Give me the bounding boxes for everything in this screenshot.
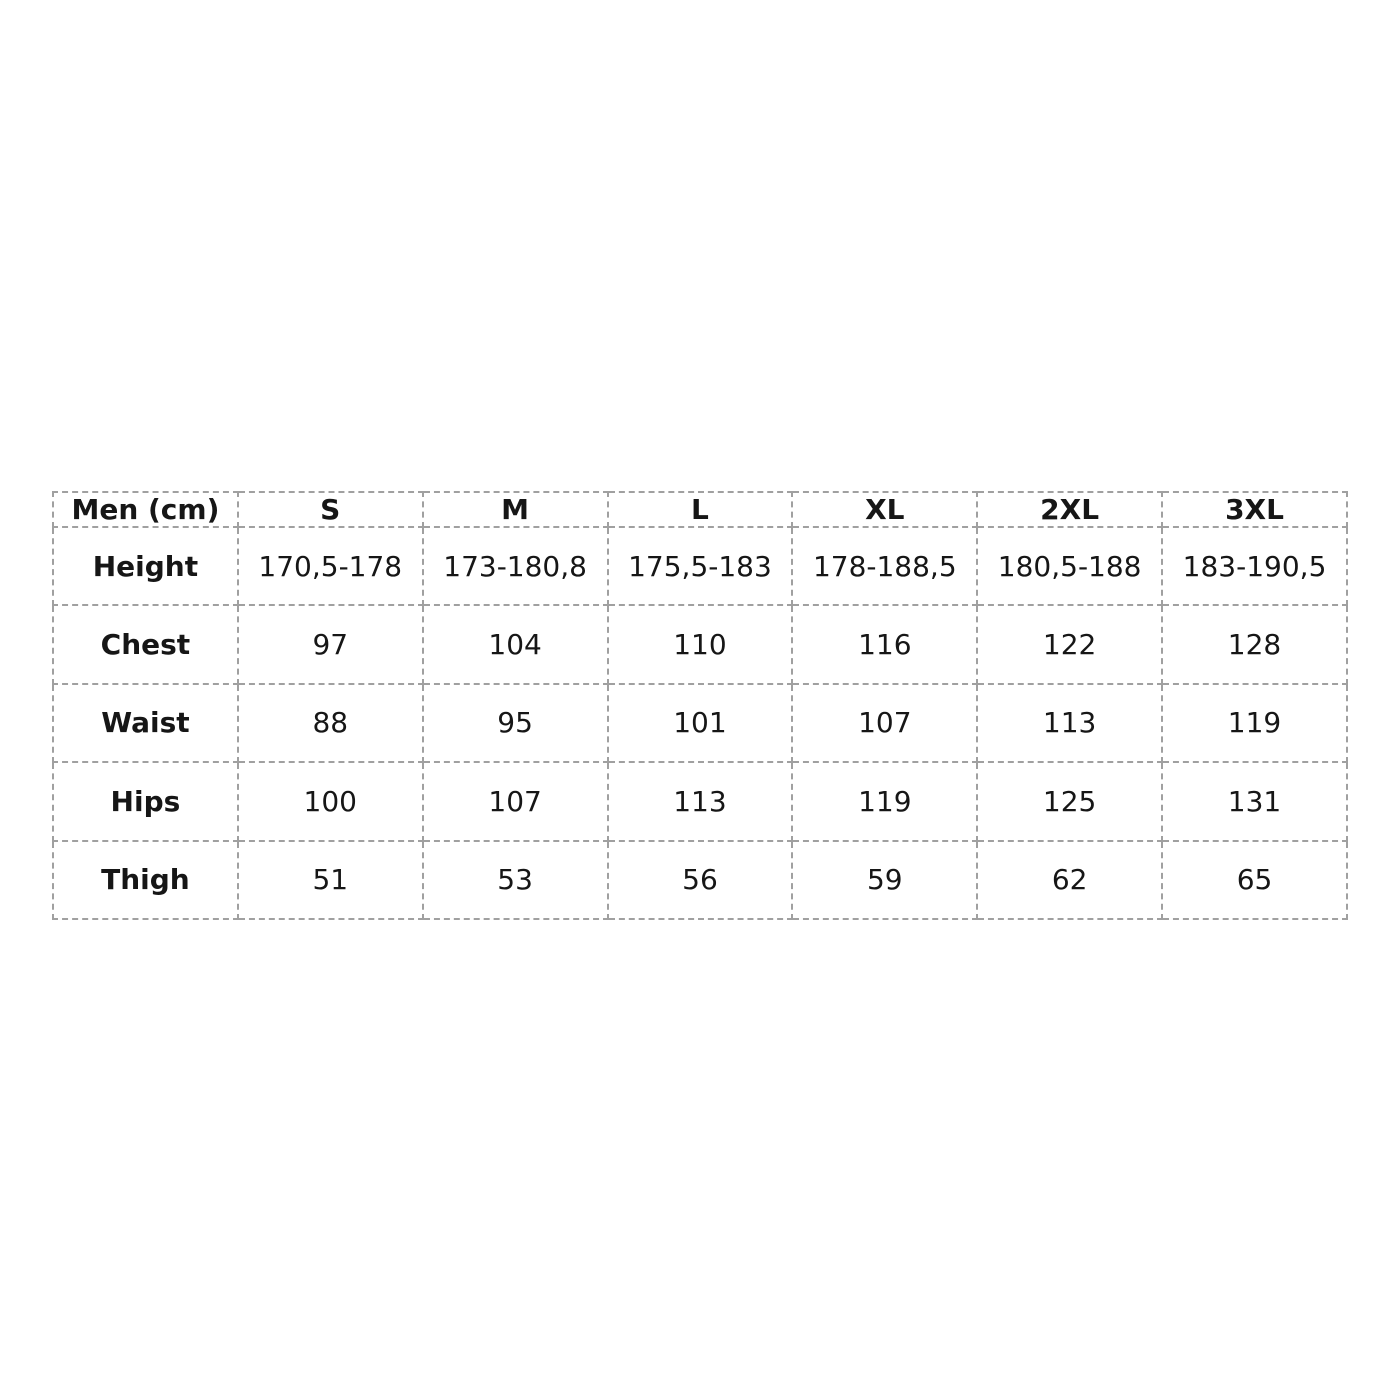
row-label-waist: Waist bbox=[52, 682, 239, 764]
size-cell: 97 bbox=[236, 604, 424, 685]
size-chart-table: Men (cm) S M L XL 2XL 3XL Height 170,5-1… bbox=[52, 491, 1348, 921]
size-cell: 95 bbox=[421, 682, 609, 764]
size-cell: 128 bbox=[1161, 604, 1348, 685]
size-cell: 59 bbox=[791, 839, 979, 921]
size-cell: 180,5-188 bbox=[976, 525, 1164, 607]
table-row-hips: Hips 100 107 113 119 125 131 bbox=[52, 761, 1348, 842]
size-cell: 88 bbox=[236, 682, 424, 764]
size-cell: 104 bbox=[421, 604, 609, 685]
size-cell: 173-180,8 bbox=[421, 525, 609, 607]
size-cell: 53 bbox=[421, 839, 609, 921]
row-label-height: Height bbox=[52, 525, 239, 607]
size-cell: 56 bbox=[606, 839, 794, 921]
column-header-s: S bbox=[236, 491, 424, 528]
row-label-chest: Chest bbox=[52, 604, 239, 685]
size-cell: 125 bbox=[976, 761, 1164, 842]
table-row-waist: Waist 88 95 101 107 113 119 bbox=[52, 682, 1348, 764]
size-cell: 110 bbox=[606, 604, 794, 685]
size-cell: 100 bbox=[236, 761, 424, 842]
table-row-chest: Chest 97 104 110 116 122 128 bbox=[52, 604, 1348, 685]
size-cell: 119 bbox=[791, 761, 979, 842]
size-cell: 175,5-183 bbox=[606, 525, 794, 607]
size-cell: 183-190,5 bbox=[1161, 525, 1348, 607]
column-header-m: M bbox=[421, 491, 609, 528]
size-cell: 170,5-178 bbox=[236, 525, 424, 607]
size-cell: 131 bbox=[1161, 761, 1348, 842]
column-header-men-cm: Men (cm) bbox=[52, 491, 239, 528]
column-header-2xl: 2XL bbox=[976, 491, 1164, 528]
table-row-height: Height 170,5-178 173-180,8 175,5-183 178… bbox=[52, 525, 1348, 607]
size-cell: 122 bbox=[976, 604, 1164, 685]
row-label-hips: Hips bbox=[52, 761, 239, 842]
size-cell: 107 bbox=[791, 682, 979, 764]
size-cell: 65 bbox=[1161, 839, 1348, 921]
table-row-thigh: Thigh 51 53 56 59 62 65 bbox=[52, 839, 1348, 921]
size-cell: 113 bbox=[976, 682, 1164, 764]
header-row: Men (cm) S M L XL 2XL 3XL bbox=[52, 491, 1348, 528]
column-header-l: L bbox=[606, 491, 794, 528]
column-header-3xl: 3XL bbox=[1161, 491, 1348, 528]
row-label-thigh: Thigh bbox=[52, 839, 239, 921]
size-cell: 51 bbox=[236, 839, 424, 921]
size-cell: 113 bbox=[606, 761, 794, 842]
size-cell: 107 bbox=[421, 761, 609, 842]
column-header-xl: XL bbox=[791, 491, 979, 528]
size-cell: 178-188,5 bbox=[791, 525, 979, 607]
size-cell: 119 bbox=[1161, 682, 1348, 764]
size-cell: 116 bbox=[791, 604, 979, 685]
size-cell: 101 bbox=[606, 682, 794, 764]
size-cell: 62 bbox=[976, 839, 1164, 921]
